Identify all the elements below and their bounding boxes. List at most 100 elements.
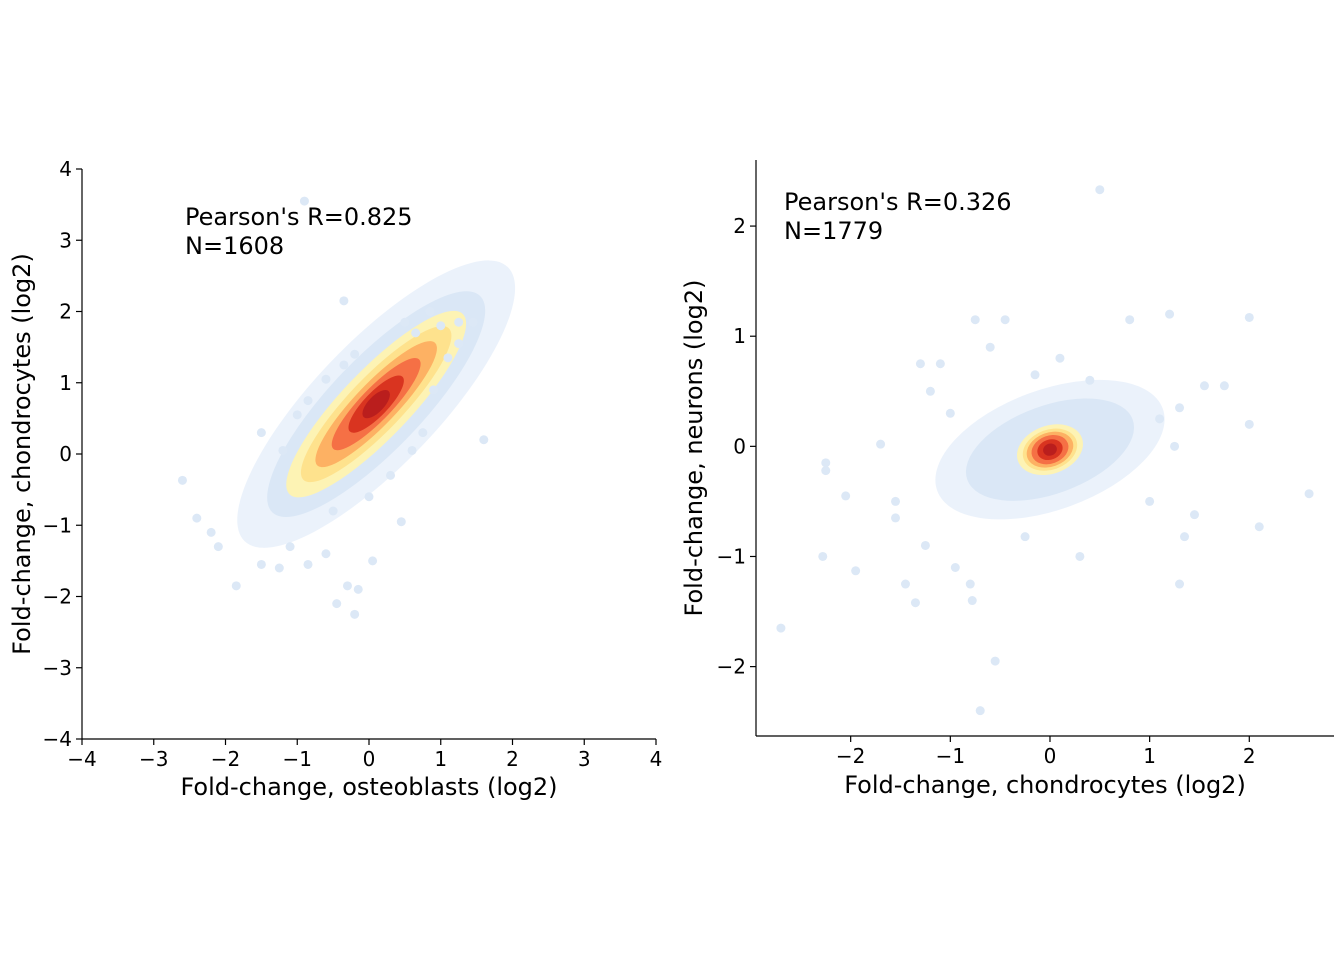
- left-x-tick-label: 1: [434, 747, 447, 771]
- left-scatter-point: [256, 428, 266, 438]
- right-scatter-point: [925, 386, 935, 396]
- left-scatter-point: [303, 396, 313, 406]
- right-scatter-point: [970, 315, 980, 325]
- left-scatter-point: [454, 339, 464, 349]
- left-scatter-point: [231, 581, 241, 591]
- left-x-tick-label: 3: [578, 747, 591, 771]
- right-scatter-point: [900, 579, 910, 589]
- right-density-layer: [1043, 443, 1057, 456]
- left-scatter-point: [332, 599, 342, 609]
- left-scatter-point: [364, 492, 374, 502]
- left-density-cloud: [237, 260, 516, 548]
- left-scatter-point: [386, 470, 396, 480]
- left-scatter-point: [436, 321, 446, 331]
- left-x-tick-label: 2: [506, 747, 519, 771]
- right-y-tick-label: 0: [733, 434, 746, 458]
- left-scatter-point: [285, 542, 295, 552]
- left-x-axis-title: Fold-change, osteoblasts (log2): [180, 773, 557, 801]
- left-y-tick-label: 4: [59, 157, 72, 181]
- right-scatter-point: [1244, 419, 1254, 429]
- right-y-tick-label: −2: [717, 655, 746, 679]
- right-scatter-point: [920, 540, 930, 550]
- left-scatter-point: [479, 435, 489, 445]
- right-scatter-point: [891, 513, 901, 523]
- left-scatter-point: [429, 385, 439, 395]
- left-scatter-point: [454, 317, 464, 327]
- right-scatter-point: [1165, 309, 1175, 319]
- left-scatter-point: [368, 556, 378, 566]
- left-scatter-point: [353, 584, 363, 594]
- left-scatter-point: [299, 196, 309, 206]
- right-x-tick-label: 1: [1143, 744, 1156, 768]
- left-scatter-point: [321, 549, 331, 559]
- left-panel: −4 −3 −2 −1 0 1 2 3 4 −4 −3 −2 −1 0 1 2 3 4 Fold-change,…: [8, 157, 662, 801]
- left-scatter-point: [303, 559, 313, 569]
- left-scatter-point: [339, 296, 349, 306]
- left-scatter-point: [396, 517, 406, 527]
- left-scatter-point: [411, 328, 421, 338]
- left-scatter-point: [468, 317, 478, 327]
- right-scatter-point: [876, 439, 886, 449]
- right-scatter-point: [776, 623, 786, 633]
- left-x-tick-label: −1: [283, 747, 312, 771]
- left-scatter-point: [443, 353, 453, 363]
- right-y-tick-label: 2: [733, 214, 746, 238]
- left-scatter-point: [292, 410, 302, 420]
- right-scatter-point: [1125, 315, 1135, 325]
- left-scatter-point: [274, 563, 284, 573]
- left-x-tick-label: −4: [67, 747, 96, 771]
- right-pearson-annotation: Pearson's R=0.326: [784, 188, 1012, 216]
- left-pearson-annotation: Pearson's R=0.825: [185, 203, 413, 231]
- left-scatter-point: [213, 542, 223, 552]
- right-y-ticks: −2 −1 0 1 2: [717, 214, 756, 679]
- left-y-tick-label: 0: [59, 442, 72, 466]
- right-panel: −2 −1 0 1 2 −2 −1 0 1 2 Fold-change, chondrocyte…: [680, 160, 1334, 799]
- left-scatter-point: [350, 349, 360, 359]
- right-scatter-point: [1020, 532, 1030, 542]
- left-y-tick-label: −1: [43, 513, 72, 537]
- left-y-ticks: −4 −3 −2 −1 0 1 2 3 4: [43, 157, 82, 751]
- right-scatter-point: [1175, 403, 1185, 413]
- left-scatter-point: [407, 445, 417, 455]
- right-scatter-point: [821, 466, 831, 476]
- left-scatter-point: [400, 317, 410, 327]
- right-scatter-point: [1085, 375, 1095, 385]
- left-x-ticks: −4 −3 −2 −1 0 1 2 3 4: [67, 739, 662, 771]
- right-x-ticks: −2 −1 0 1 2: [836, 736, 1256, 768]
- left-x-tick-label: 0: [363, 747, 376, 771]
- right-scatter-point: [965, 579, 975, 589]
- right-scatter-point: [821, 458, 831, 468]
- right-scatter-point: [915, 359, 925, 369]
- left-scatter-point: [321, 374, 331, 384]
- right-scatter-point: [950, 562, 960, 572]
- right-scatter-point: [851, 566, 861, 576]
- left-scatter-point: [328, 506, 338, 516]
- right-scatter-point: [1180, 532, 1190, 542]
- left-plot-area: [177, 196, 516, 619]
- right-scatter-point: [985, 342, 995, 352]
- left-y-tick-label: 2: [59, 300, 72, 324]
- right-scatter-point: [945, 408, 955, 418]
- right-scatter-point: [1145, 496, 1155, 506]
- right-scatter-point: [1199, 381, 1209, 391]
- right-scatter-point: [1175, 579, 1185, 589]
- left-y-axis-title: Fold-change, chondrocytes (log2): [8, 253, 36, 655]
- right-x-tick-label: 2: [1243, 744, 1256, 768]
- left-y-tick-label: 1: [59, 371, 72, 395]
- left-scatter-point: [425, 307, 435, 316]
- left-y-tick-label: 3: [59, 228, 72, 252]
- right-scatter-point: [975, 706, 985, 716]
- left-density-layer: [362, 390, 390, 419]
- left-scatter-point: [206, 527, 216, 537]
- right-scatter-point: [891, 496, 901, 506]
- left-n-annotation: N=1608: [185, 232, 284, 260]
- right-plot-area: [776, 185, 1314, 716]
- left-scatter-point: [278, 445, 288, 455]
- right-x-tick-label: −1: [936, 744, 965, 768]
- right-scatter-points: [776, 185, 1314, 716]
- right-scatter-point: [990, 656, 1000, 666]
- left-scatter-point: [192, 513, 202, 523]
- right-scatter-point: [1055, 353, 1065, 363]
- left-scatter-point: [339, 360, 349, 370]
